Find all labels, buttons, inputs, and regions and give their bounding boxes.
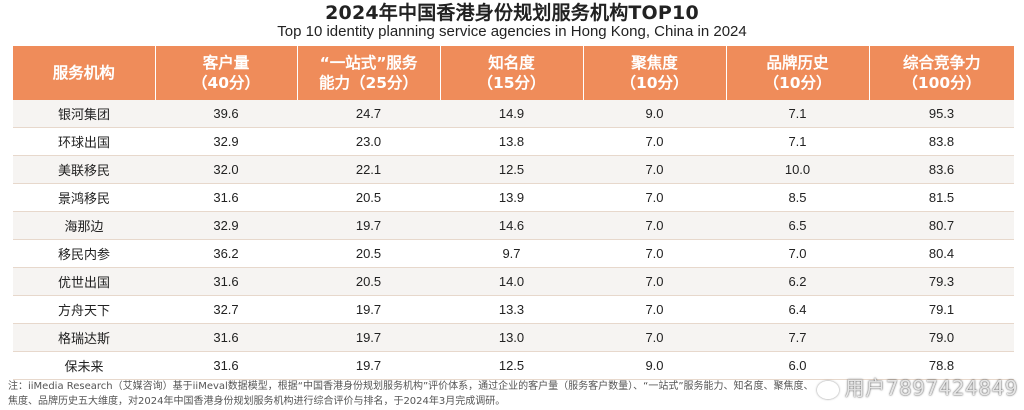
footnote-line-2: 焦度、品牌历史五大维度，对2024年中国香港身份规划服务机构进行综合评价与排名，… <box>8 396 506 407</box>
score-cell: 31.6 <box>155 351 297 380</box>
score-cell: 83.6 <box>869 155 1014 184</box>
org-name-cell: 景鸿移民 <box>13 183 155 212</box>
score-cell: 13.3 <box>440 295 583 324</box>
score-cell: 80.4 <box>869 239 1014 268</box>
score-cell: 7.0 <box>583 323 726 352</box>
score-cell: 7.1 <box>726 100 869 128</box>
score-cell: 6.5 <box>726 211 869 240</box>
score-cell: 6.4 <box>726 295 869 324</box>
score-cell: 32.9 <box>155 211 297 240</box>
score-cell: 7.0 <box>583 183 726 212</box>
score-cell: 20.5 <box>297 183 440 212</box>
table-row: 银河集团 39.6 24.7 14.9 9.0 7.1 95.3 <box>13 100 1014 128</box>
score-cell: 31.6 <box>155 183 297 212</box>
org-name-cell: 优世出国 <box>13 267 155 296</box>
score-cell: 32.7 <box>155 295 297 324</box>
table-row: 方舟天下 32.7 19.7 13.3 7.0 6.4 79.1 <box>13 295 1014 324</box>
score-cell: 78.8 <box>869 351 1014 380</box>
score-cell: 9.0 <box>583 100 726 128</box>
table-row: 移民内参 36.2 20.5 9.7 7.0 7.0 80.4 <box>13 239 1014 268</box>
table-row: 海那边 32.9 19.7 14.6 7.0 6.5 80.7 <box>13 211 1014 240</box>
page-title: 2024年中国香港身份规划服务机构TOP10 <box>325 2 699 24</box>
org-name-cell: 美联移民 <box>13 155 155 184</box>
score-cell: 19.7 <box>297 211 440 240</box>
score-cell: 81.5 <box>869 183 1014 212</box>
score-cell: 39.6 <box>155 100 297 128</box>
footnote-line-1: 注：iiMedia Research（艾媒咨询）基于iiMeval数据模型，根据… <box>8 381 814 392</box>
org-name-cell: 保未来 <box>13 351 155 380</box>
score-cell: 9.7 <box>440 239 583 268</box>
header-brand-history: 品牌历史 （10分） <box>725 46 870 100</box>
table-row: 美联移民 32.0 22.1 12.5 7.0 10.0 83.6 <box>13 155 1014 184</box>
score-cell: 13.9 <box>440 183 583 212</box>
score-cell: 13.0 <box>440 323 583 352</box>
table-row: 格瑞达斯 31.6 19.7 13.0 7.0 7.7 79.0 <box>13 323 1014 352</box>
score-cell: 36.2 <box>155 239 297 268</box>
score-cell: 95.3 <box>869 100 1014 128</box>
score-cell: 19.7 <box>297 295 440 324</box>
score-cell: 7.1 <box>726 127 869 156</box>
score-cell: 83.8 <box>869 127 1014 156</box>
score-cell: 7.0 <box>583 295 726 324</box>
header-focus: 聚焦度 （10分） <box>582 46 727 100</box>
score-cell: 8.5 <box>726 183 869 212</box>
table-row: 优世出国 31.6 20.5 14.0 7.0 6.2 79.3 <box>13 267 1014 296</box>
header-one-stop: “一站式”服务 能力（25分） <box>296 46 441 100</box>
score-cell: 14.0 <box>440 267 583 296</box>
org-name-cell: 海那边 <box>13 211 155 240</box>
header-awareness: 知名度 （15分） <box>439 46 584 100</box>
score-cell: 14.9 <box>440 100 583 128</box>
score-cell: 7.7 <box>726 323 869 352</box>
score-cell: 12.5 <box>440 155 583 184</box>
score-cell: 7.0 <box>583 267 726 296</box>
table-row: 景鸿移民 31.6 20.5 13.9 7.0 8.5 81.5 <box>13 183 1014 212</box>
score-cell: 79.0 <box>869 323 1014 352</box>
score-cell: 7.0 <box>726 239 869 268</box>
score-cell: 9.0 <box>583 351 726 380</box>
header-clients: 客户量 （40分） <box>154 46 298 100</box>
score-cell: 80.7 <box>869 211 1014 240</box>
score-cell: 32.9 <box>155 127 297 156</box>
score-cell: 31.6 <box>155 323 297 352</box>
ranking-table: 服务机构 客户量 （40分） “一站式”服务 能力（25分） 知名度 （15分） 聚焦… <box>13 46 1014 380</box>
score-cell: 7.0 <box>583 155 726 184</box>
table-header-row: 服务机构 客户量 （40分） “一站式”服务 能力（25分） 知名度 （15分） 聚焦… <box>13 46 1014 100</box>
page-subtitle: Top 10 identity planning service agencie… <box>277 23 747 40</box>
score-cell: 19.7 <box>297 323 440 352</box>
score-cell: 23.0 <box>297 127 440 156</box>
score-cell: 6.2 <box>726 267 869 296</box>
score-cell: 79.1 <box>869 295 1014 324</box>
score-cell: 32.0 <box>155 155 297 184</box>
org-name-cell: 银河集团 <box>13 100 155 128</box>
org-name-cell: 格瑞达斯 <box>13 323 155 352</box>
weibo-icon <box>816 380 839 399</box>
score-cell: 14.6 <box>440 211 583 240</box>
score-cell: 22.1 <box>297 155 440 184</box>
org-name-cell: 方舟天下 <box>13 295 155 324</box>
header-total: 综合竞争力 （100分） <box>868 46 1014 100</box>
score-cell: 20.5 <box>297 239 440 268</box>
watermark-text: 用户7897424849 <box>844 376 1018 400</box>
table-row: 保未来 31.6 19.7 12.5 9.0 6.0 78.8 <box>13 351 1014 380</box>
score-cell: 7.0 <box>583 127 726 156</box>
watermark: 用户7897424849 <box>816 372 1018 401</box>
score-cell: 12.5 <box>440 351 583 380</box>
score-cell: 7.0 <box>583 211 726 240</box>
score-cell: 20.5 <box>297 267 440 296</box>
score-cell: 10.0 <box>726 155 869 184</box>
score-cell: 79.3 <box>869 267 1014 296</box>
score-cell: 31.6 <box>155 267 297 296</box>
footnote: 注：iiMedia Research（艾媒咨询）基于iiMeval数据模型，根据… <box>8 379 1016 409</box>
org-name-cell: 移民内参 <box>13 239 155 268</box>
score-cell: 7.0 <box>583 239 726 268</box>
org-name-cell: 环球出国 <box>13 127 155 156</box>
score-cell: 6.0 <box>726 351 869 380</box>
table-row: 环球出国 32.9 23.0 13.8 7.0 7.1 83.8 <box>13 127 1014 156</box>
score-cell: 19.7 <box>297 351 440 380</box>
score-cell: 13.8 <box>440 127 583 156</box>
score-cell: 24.7 <box>297 100 440 128</box>
header-org: 服务机构 <box>13 46 156 100</box>
